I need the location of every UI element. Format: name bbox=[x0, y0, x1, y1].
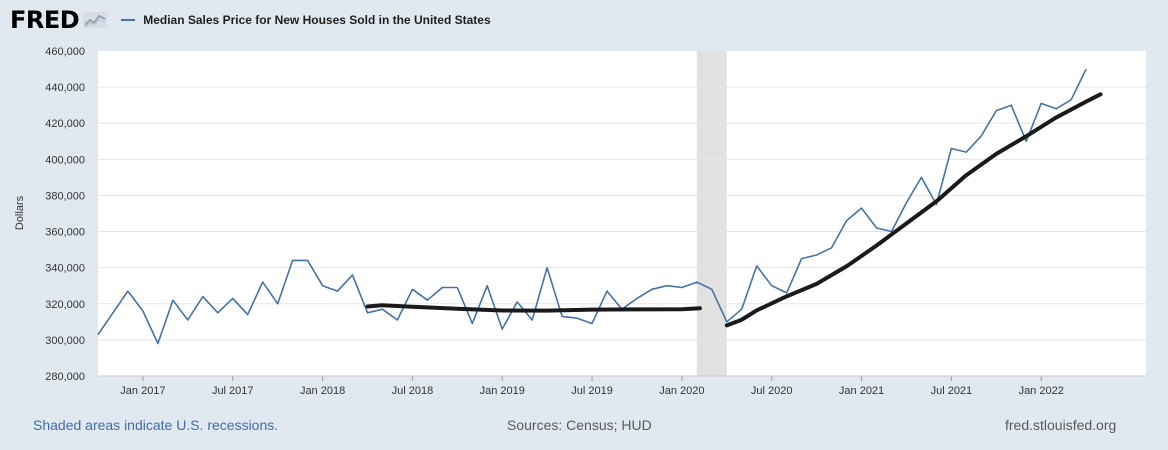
x-tick-label: Jul 2020 bbox=[751, 385, 793, 397]
recession-shade bbox=[696, 51, 727, 376]
x-tick-label: Jul 2017 bbox=[212, 385, 254, 397]
x-tick-label: Jan 2019 bbox=[480, 385, 525, 397]
fred-logo[interactable]: FRED bbox=[10, 6, 80, 34]
x-tick-label: Jan 2018 bbox=[300, 385, 345, 397]
plot-area bbox=[98, 51, 1146, 376]
y-tick-label: 420,000 bbox=[45, 118, 85, 130]
y-tick-label: 280,000 bbox=[45, 371, 85, 383]
series-line bbox=[97, 68, 1087, 345]
sources-text: Sources: Census; HUD bbox=[507, 417, 652, 433]
y-tick-label: 360,000 bbox=[45, 227, 85, 239]
y-axis-label: Dollars bbox=[14, 195, 26, 230]
site-url[interactable]: fred.stlouisfed.org bbox=[1005, 417, 1117, 433]
y-tick-label: 300,000 bbox=[45, 335, 85, 347]
x-tick-label: Jul 2021 bbox=[931, 385, 973, 397]
x-tick-label: Jan 2021 bbox=[839, 385, 884, 397]
y-tick-label: 380,000 bbox=[45, 190, 85, 202]
y-tick-label: 320,000 bbox=[45, 299, 85, 311]
trend-annotation-line bbox=[724, 92, 1103, 328]
y-tick-label: 400,000 bbox=[45, 154, 85, 166]
y-tick-label: 440,000 bbox=[45, 82, 85, 94]
legend-label: Median Sales Price for New Houses Sold i… bbox=[143, 13, 491, 27]
y-tick-label: 340,000 bbox=[45, 263, 85, 275]
x-tick-label: Jul 2018 bbox=[392, 385, 434, 397]
y-tick-label: 460,000 bbox=[45, 46, 85, 58]
x-tick-label: Jan 2020 bbox=[659, 385, 704, 397]
legend-swatch bbox=[121, 19, 136, 21]
chart-header: FRED Median Sales Price for New Houses S… bbox=[10, 6, 491, 34]
x-tick-label: Jan 2022 bbox=[1019, 385, 1064, 397]
recession-note[interactable]: Shaded areas indicate U.S. recessions. bbox=[33, 417, 279, 433]
x-tick-label: Jul 2019 bbox=[571, 385, 613, 397]
trend-annotation-line bbox=[365, 303, 702, 313]
x-tick-label: Jan 2017 bbox=[120, 385, 165, 397]
chart-line-icon bbox=[83, 12, 108, 28]
